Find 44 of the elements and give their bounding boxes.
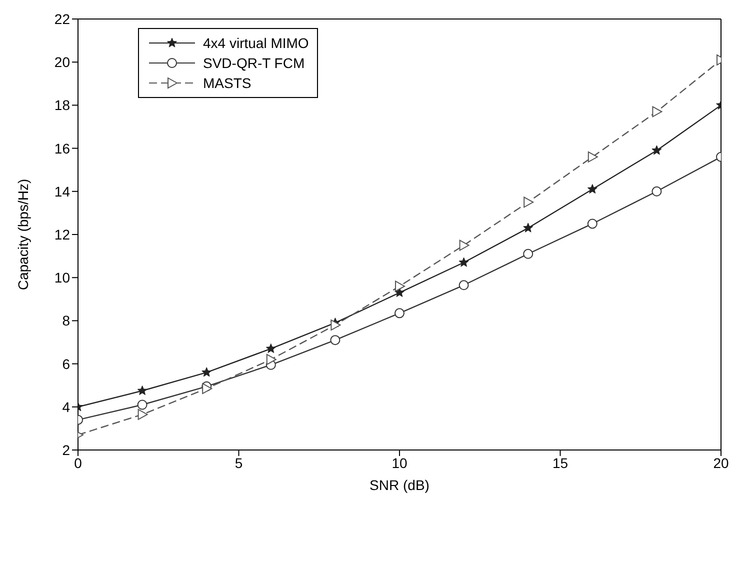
point (458, 280, 469, 290)
y-tick-label: 8 (62, 312, 70, 329)
y-tick-label: 12 (54, 226, 70, 242)
y-tick-label: 6 (62, 356, 70, 372)
x-tick-label: 10 (392, 454, 408, 471)
point (202, 367, 212, 377)
point (523, 248, 534, 259)
x-axis-title: SNR (dB) (370, 477, 430, 493)
y-tick-label: 16 (54, 140, 70, 156)
point (266, 343, 276, 354)
point (395, 280, 405, 292)
y-tick-label: 2 (62, 442, 70, 458)
x-tick-label: 0 (74, 454, 82, 471)
x-tick-label: 15 (552, 454, 568, 471)
point (652, 186, 662, 196)
point (137, 400, 148, 410)
point (138, 408, 148, 420)
y-tick-label: 10 (54, 270, 70, 286)
point (330, 335, 340, 346)
point (587, 184, 598, 194)
point (266, 354, 276, 365)
legend-label: SVD-QR-T FCM (203, 55, 305, 71)
legend-label: MASTS (203, 75, 252, 91)
point (652, 145, 662, 155)
x-tick-label: 5 (234, 454, 243, 471)
y-tick-label: 14 (54, 183, 70, 200)
point (524, 196, 534, 208)
y-tick-label: 4 (62, 398, 70, 415)
y-tick-label: 18 (54, 97, 70, 114)
y-axis-title: Capacity (bps/Hz) (14, 178, 31, 290)
point (588, 151, 598, 162)
y-tick-label: 22 (54, 10, 70, 27)
point (202, 383, 212, 394)
point (652, 106, 662, 118)
point (523, 222, 534, 232)
point (394, 308, 404, 318)
point (459, 240, 470, 251)
point (587, 218, 598, 229)
point (458, 257, 469, 267)
point (137, 385, 148, 396)
x-tick-label: 20 (713, 454, 729, 471)
y-tick-label: 20 (54, 54, 70, 70)
point (330, 320, 341, 331)
legend-label: 4x4 virtual MIMO (203, 35, 309, 51)
